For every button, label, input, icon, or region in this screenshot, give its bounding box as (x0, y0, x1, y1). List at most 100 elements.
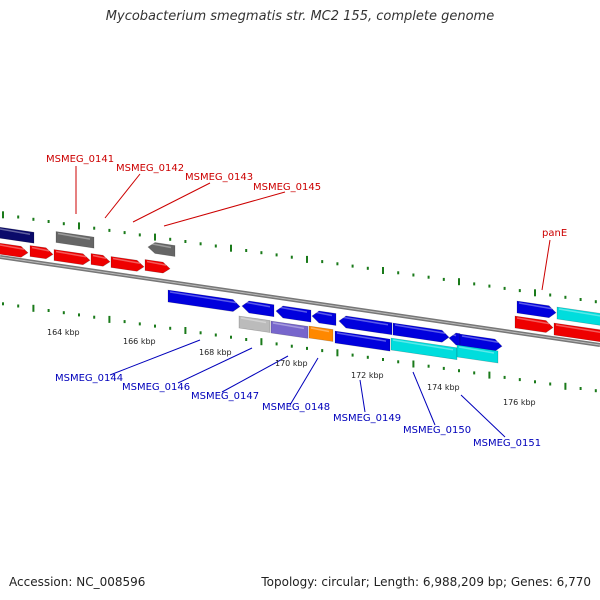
gene-arrow-red-2 (29, 245, 54, 260)
gene-arrow-msmeg-0150-shine (394, 324, 446, 334)
lower-tick-minor (549, 382, 552, 386)
gene-label-pane[interactable]: panE (542, 228, 567, 239)
upper-tick-minor (169, 237, 172, 241)
leader-msmeg-0147 (221, 355, 289, 393)
lower-tick-minor (290, 344, 293, 348)
lower-tick-minor (17, 304, 20, 308)
gene-arrow-red-5 (110, 256, 145, 272)
lower-tick-minor (123, 320, 126, 324)
lower-tick-minor (473, 371, 476, 375)
gene-arrow-pane-red-2-shine (555, 324, 600, 334)
gene-arrow-msmeg-0144-shine (169, 291, 237, 304)
gene-arrow-red-3-shine (55, 250, 87, 258)
lower-gene-labels: MSMEG_0144 MSMEG_0146 MSMEG_0147 MSMEG_0… (55, 373, 541, 449)
upper-tick-minor (366, 266, 369, 270)
gene-block-purple-shine (272, 322, 305, 330)
upper-tick-minor (184, 240, 187, 243)
gene-label-msmeg-0151[interactable]: MSMEG_0151 (473, 438, 541, 449)
gene-arrow-pane-red-1-shine (516, 317, 550, 325)
lower-tick-major (32, 304, 35, 312)
upper-tick-major (78, 222, 80, 230)
gene-block-cyan-1-shine (392, 339, 454, 351)
upper-tick-minor (336, 262, 339, 266)
gene-label-msmeg-0142[interactable]: MSMEG_0142 (116, 163, 184, 174)
gene-label-msmeg-0141[interactable]: MSMEG_0141 (46, 154, 114, 165)
gene-label-msmeg-0143[interactable]: MSMEG_0143 (185, 172, 253, 183)
gene-arrow-msmeg-0151b (459, 333, 503, 352)
upper-tick-minor (47, 220, 50, 223)
gene-arrow-pane-red-1 (514, 315, 554, 333)
leader-msmeg-0142 (104, 173, 141, 219)
upper-tick-minor (427, 275, 430, 279)
upper-tick-minor (473, 282, 476, 286)
gene-label-msmeg-0146[interactable]: MSMEG_0146 (122, 382, 190, 393)
upper-tick-minor (214, 244, 217, 248)
gene-arrow-red-2-shine (31, 246, 50, 252)
lower-tick-minor (321, 349, 324, 353)
gene-label-msmeg-0150[interactable]: MSMEG_0150 (403, 425, 471, 436)
upper-tick-minor (579, 298, 582, 301)
genome-title: Mycobacterium smegmatis str. MC2 155, co… (105, 9, 495, 24)
gene-leader-lines (75, 166, 551, 438)
lower-tick-minor (351, 353, 354, 357)
gene-arrow-msmeg-0148 (311, 310, 337, 326)
gene-arrow-msmeg-0141 (55, 231, 95, 249)
gene-arrow-red-3 (53, 249, 91, 266)
lower-tick-minor (579, 387, 582, 390)
leader-msmeg-0143 (132, 182, 211, 223)
upper-tick-major (154, 233, 156, 241)
leader-msmeg-0148 (289, 357, 319, 406)
gene-block-blue-shine (336, 332, 387, 342)
gene-arrow-pane-blue-shine (518, 302, 553, 310)
gene-features (0, 226, 600, 364)
lower-tick-minor (138, 322, 141, 326)
lower-tick-major (336, 349, 339, 357)
gene-arrow-pane-cyan (556, 306, 600, 326)
gene-label-msmeg-0145[interactable]: MSMEG_0145 (253, 182, 321, 193)
gene-arrow-navy-edge (0, 226, 35, 244)
lower-tick-minor (518, 378, 521, 382)
gene-arrow-msmeg-0145-grey-shine (149, 242, 172, 249)
gene-label-msmeg-0149[interactable]: MSMEG_0149 (333, 413, 401, 424)
upper-tick-minor (564, 295, 567, 299)
leader-msmeg-0150 (412, 371, 436, 426)
gene-block-orange-shine (310, 327, 330, 333)
lower-tick-minor (442, 366, 445, 370)
gene-block-cyan-2-shine (458, 346, 495, 354)
upper-tick-minor (62, 222, 65, 226)
lower-tick-minor (62, 311, 65, 315)
upper-tick-minor (138, 233, 141, 237)
lower-tick-minor (397, 360, 400, 364)
gene-block-purple (270, 320, 309, 339)
leader-msmeg-0149 (359, 379, 366, 413)
lower-tick-minor (594, 389, 597, 393)
upper-tick-minor (123, 231, 126, 235)
lower-tick-major (564, 382, 567, 390)
upper-tick-minor (488, 284, 491, 288)
lower-tick-minor (93, 315, 96, 319)
upper-tick-major (458, 278, 460, 286)
ruler-label-172: 172 kbp (351, 371, 384, 380)
gene-arrow-red-6-shine (146, 260, 167, 266)
ruler-label-174: 174 kbp (427, 383, 460, 392)
upper-tick-minor (594, 300, 597, 304)
upper-gene-labels: MSMEG_0141 MSMEG_0142 MSMEG_0143 MSMEG_0… (46, 154, 567, 239)
lower-tick-major (260, 338, 263, 346)
gene-label-msmeg-0147[interactable]: MSMEG_0147 (191, 391, 259, 402)
gene-block-light-grey (238, 315, 271, 333)
upper-tick-minor (503, 286, 506, 290)
accession-text: Accession: NC_008596 (9, 575, 146, 589)
upper-tick-minor (32, 217, 35, 221)
gene-label-msmeg-0144[interactable]: MSMEG_0144 (55, 373, 123, 384)
upper-tick-minor (351, 264, 354, 268)
lower-tick-minor (427, 364, 430, 368)
gene-label-msmeg-0148[interactable]: MSMEG_0148 (262, 402, 330, 413)
gene-arrow-red-4-shine (92, 254, 107, 260)
upper-tick-major (230, 244, 232, 252)
gene-arrow-red-1-shine (0, 244, 25, 251)
lower-tick-minor (169, 326, 172, 330)
ruler-label-170: 170 kbp (275, 359, 308, 368)
gene-arrow-msmeg-0148-shine (313, 311, 333, 317)
leader-msmeg-0144 (109, 339, 201, 376)
